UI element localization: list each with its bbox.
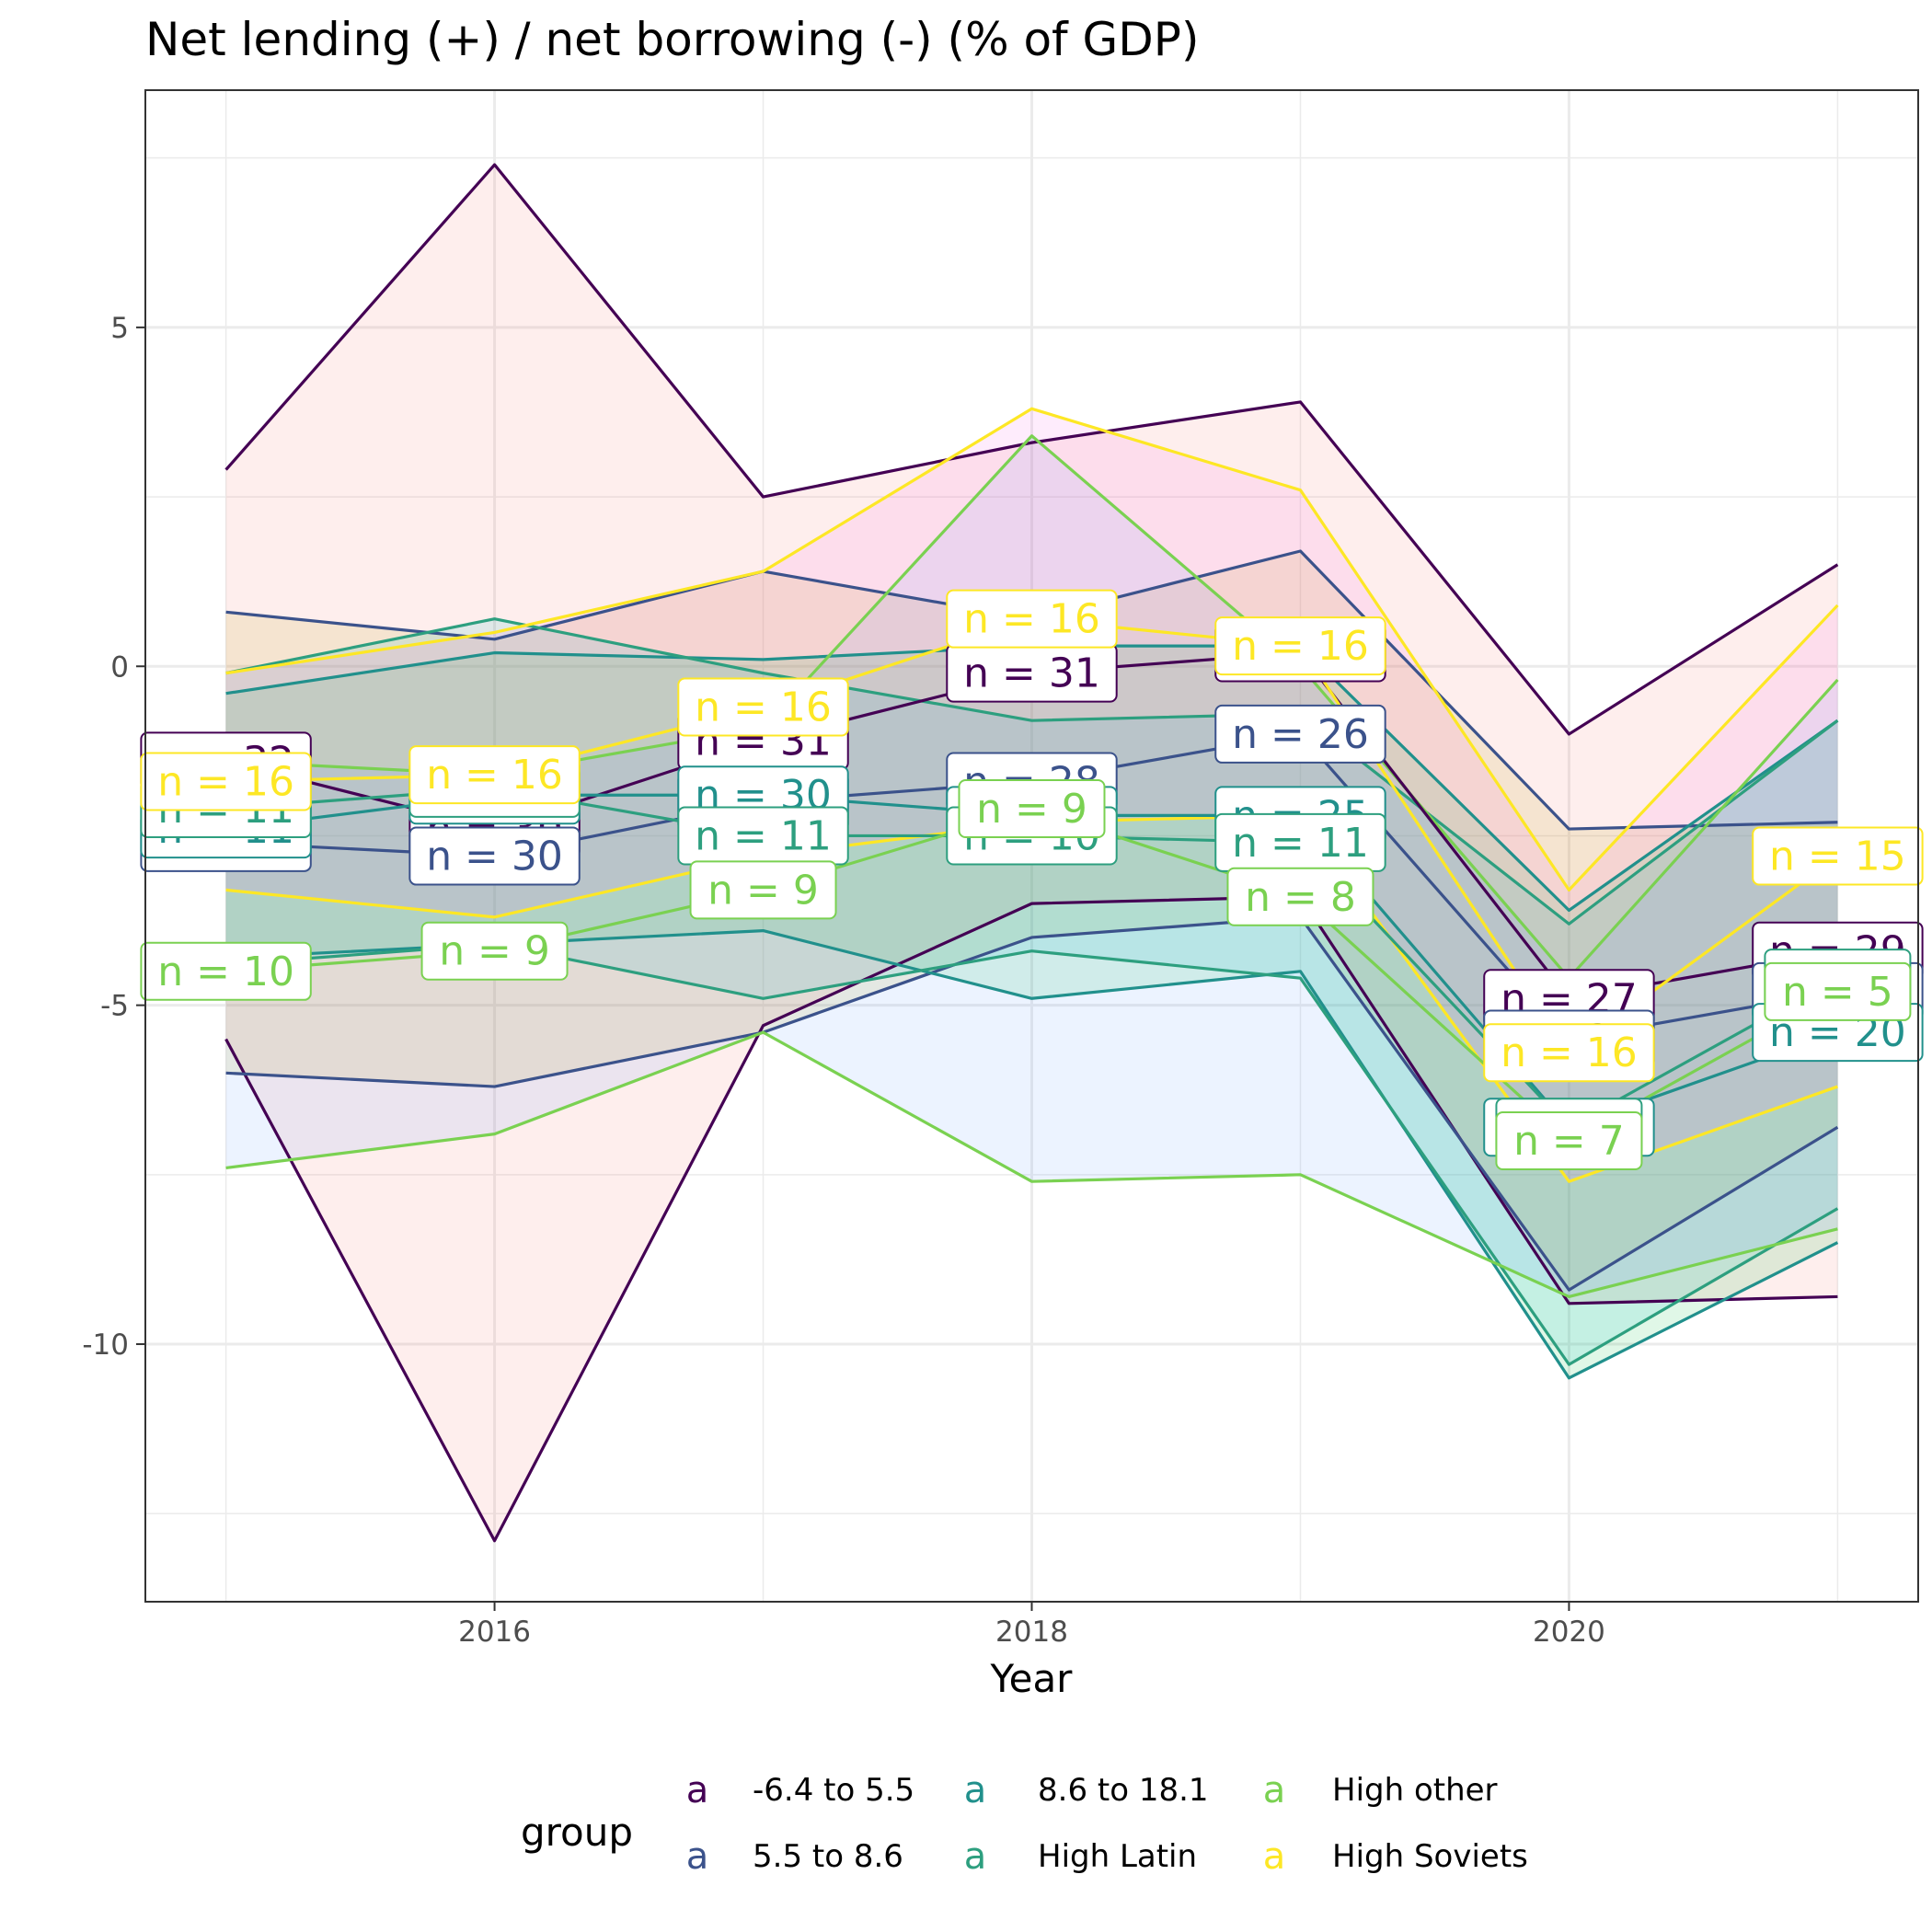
count-label: n = 9 — [439, 928, 550, 975]
chart-title: Net lending (+) / net borrowing (-) (% o… — [145, 13, 1199, 66]
count-label-box — [689, 860, 837, 920]
count-label: n = 16 — [963, 596, 1100, 643]
legend-key: a — [964, 1835, 987, 1878]
x-axis-ticks: 2016 2018 2020 — [458, 1602, 1605, 1649]
count-label: n = 11 — [1232, 820, 1369, 867]
x-tick-label: 2020 — [1533, 1616, 1605, 1649]
x-tick-label: 2018 — [995, 1616, 1068, 1649]
count-label: n = 9 — [976, 786, 1087, 833]
count-label-box — [408, 826, 581, 886]
legend: group a -6.4 to 5.5 a 5.5 to 8.6 a 8.6 to 18.… — [521, 1769, 1528, 1878]
legend-key: a — [964, 1769, 987, 1811]
legend-label: -6.4 to 5.5 — [753, 1772, 914, 1809]
legend-title: group — [521, 1810, 633, 1855]
count-label-box — [946, 589, 1118, 649]
count-label: n = 26 — [1232, 711, 1369, 758]
count-label-box — [1214, 616, 1386, 676]
y-axis-ticks: 5 0 -5 -10 — [82, 312, 145, 1362]
count-labels: n = 32n = 30n = 31n = 31n = 31n = 27n = … — [140, 589, 1924, 1170]
series-line-max-5 — [225, 407, 1839, 891]
count-label-box — [140, 752, 312, 811]
count-label: n = 30 — [426, 834, 563, 880]
count-label-box — [1483, 1023, 1655, 1083]
y-tick-label: 5 — [110, 312, 129, 345]
count-label-box — [1226, 867, 1374, 926]
count-label: n = 10 — [157, 949, 294, 995]
count-label: n = 16 — [695, 684, 832, 730]
count-label-box — [1495, 1110, 1643, 1170]
count-label: n = 11 — [695, 812, 832, 859]
count-label-box — [140, 941, 312, 1001]
x-tick-label: 2016 — [458, 1616, 531, 1649]
count-label: n = 16 — [426, 752, 563, 799]
count-label: n = 7 — [1513, 1118, 1625, 1165]
count-label-box — [1764, 961, 1912, 1021]
series-line-min-4 — [225, 1030, 1838, 1299]
legend-key: a — [686, 1835, 709, 1878]
count-label: n = 9 — [707, 867, 819, 914]
count-label: n = 16 — [157, 759, 294, 806]
x-axis-title: Year — [990, 1656, 1074, 1701]
ribbon-3 — [225, 618, 1838, 1365]
legend-key: a — [686, 1769, 709, 1811]
ribbon-4 — [225, 435, 1838, 1297]
count-label-box — [408, 745, 581, 805]
legend-label: 5.5 to 8.6 — [753, 1838, 903, 1875]
y-tick-label: -10 — [82, 1328, 129, 1362]
count-label-box — [420, 921, 569, 981]
legend-label: High Soviets — [1332, 1838, 1528, 1875]
series-line-max-0 — [224, 163, 1839, 736]
count-label: n = 31 — [963, 650, 1100, 697]
count-label-box — [1214, 704, 1386, 764]
series-line-min-1 — [225, 915, 1839, 1292]
count-label-box — [958, 778, 1106, 838]
series-line-max-3 — [225, 617, 1839, 926]
legend-key: a — [1263, 1835, 1286, 1878]
count-label: n = 16 — [1501, 1029, 1638, 1076]
y-tick-label: 0 — [110, 650, 129, 684]
count-label-box — [1752, 826, 1924, 886]
legend-label: 8.6 to 18.1 — [1038, 1772, 1209, 1809]
ribbon-1 — [225, 551, 1838, 1291]
series-line-min-0 — [224, 895, 1838, 1543]
count-label: n = 5 — [1782, 969, 1893, 1016]
legend-label: High other — [1332, 1772, 1498, 1809]
count-label-box — [677, 677, 849, 737]
count-label: n = 16 — [1232, 623, 1369, 670]
y-tick-label: -5 — [100, 990, 129, 1023]
legend-key: a — [1263, 1769, 1286, 1811]
count-label: n = 15 — [1769, 834, 1906, 880]
legend-label: High Latin — [1038, 1838, 1197, 1875]
count-label: n = 8 — [1245, 874, 1356, 921]
